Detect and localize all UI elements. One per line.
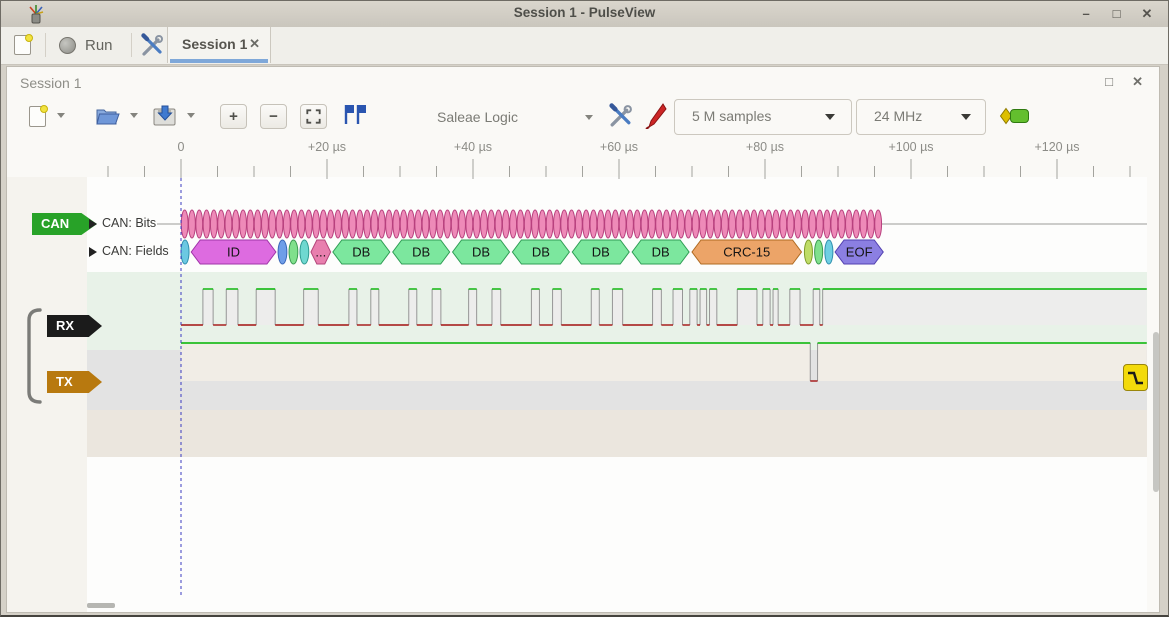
zoom-out-button[interactable]: −	[260, 104, 287, 129]
signal-tag-rx[interactable]: RX	[47, 315, 102, 337]
session-toolbar: + − Saleae Logic	[7, 95, 1159, 137]
decoder-tag-can[interactable]: CAN	[32, 213, 97, 235]
decoder-icon	[999, 107, 1029, 125]
new-session-icon	[14, 34, 33, 55]
decoder-row-label-bits: CAN: Bits	[102, 216, 157, 230]
device-label: Saleae Logic	[437, 109, 518, 125]
device-dropdown-icon	[585, 115, 593, 120]
trace-view: 0 +20 µs +40 µs +60 µs +80 µs +100 µs +120 µs …	[7, 137, 1159, 612]
ruler-label: +80 µs	[745, 140, 785, 154]
main-toolbar: Run Session 1 ✕	[1, 27, 1168, 65]
zoom-in-button[interactable]: +	[220, 104, 247, 129]
run-button[interactable]: Run	[53, 31, 119, 59]
open-button[interactable]	[95, 104, 121, 130]
panel-float-button[interactable]: □	[1105, 74, 1113, 89]
sample-rate-combo[interactable]: 24 MHz	[856, 99, 986, 135]
sample-count-combo[interactable]: 5 M samples	[674, 99, 852, 135]
decoder-row-label-fields: CAN: Fields	[102, 244, 169, 258]
new-view-dropdown-icon[interactable]	[57, 113, 65, 118]
sample-count-dropdown-icon	[825, 114, 835, 120]
ruler-label: +120 µs	[1034, 140, 1080, 154]
expander-icon-fields[interactable]	[89, 247, 97, 257]
save-button[interactable]	[152, 103, 178, 131]
save-dropdown-icon[interactable]	[187, 113, 195, 118]
probe-icon	[645, 103, 667, 130]
save-icon	[153, 105, 176, 126]
ruler-label: +60 µs	[599, 140, 639, 154]
add-decoder-button[interactable]	[999, 106, 1031, 129]
ruler-label: +100 µs	[888, 140, 934, 154]
zoom-fit-button[interactable]	[300, 104, 327, 129]
toolbar-separator	[131, 33, 132, 57]
minimize-button[interactable]: –	[1082, 6, 1090, 21]
tab-session-1[interactable]: Session 1 ✕	[167, 27, 271, 63]
ruler-label: +20 µs	[307, 140, 347, 154]
timeline-ruler[interactable]: 0 +20 µs +40 µs +60 µs +80 µs +100 µs +120 µs	[7, 137, 1159, 177]
rx-band	[87, 350, 1147, 410]
new-view-icon	[29, 105, 48, 127]
ruler-label: +40 µs	[453, 140, 493, 154]
trigger-marker[interactable]	[1123, 364, 1148, 391]
sample-rate-dropdown-icon	[961, 114, 971, 120]
label-gutter	[7, 177, 87, 612]
cursors-flags-icon	[344, 105, 366, 124]
open-dropdown-icon[interactable]	[130, 113, 138, 118]
configure-device-icon	[609, 103, 632, 127]
tx-band	[87, 410, 1147, 457]
falling-edge-icon	[1128, 371, 1143, 385]
panel-title: Session 1	[20, 75, 82, 91]
zoom-fit-icon	[306, 109, 321, 124]
vertical-scrollbar-thumb[interactable]	[1153, 332, 1159, 492]
panel-close-button[interactable]: ✕	[1132, 74, 1143, 89]
tab-close-icon[interactable]: ✕	[249, 36, 260, 51]
channels-button[interactable]	[644, 102, 667, 132]
sample-rate-value: 24 MHz	[874, 108, 923, 124]
signal-tag-tx[interactable]: TX	[47, 371, 102, 393]
ruler-label: 0	[177, 140, 185, 154]
tab-label: Session 1	[182, 36, 248, 52]
close-button[interactable]: ✕	[1141, 6, 1153, 21]
new-view-button[interactable]	[27, 103, 49, 132]
expander-icon-bits[interactable]	[89, 219, 97, 229]
configure-device-button[interactable]	[607, 103, 634, 133]
device-selector[interactable]: Saleae Logic	[437, 109, 597, 125]
maximize-button[interactable]: □	[1112, 6, 1121, 21]
titlebar[interactable]: Session 1 - PulseView – □ ✕	[1, 1, 1168, 28]
sample-count-value: 5 M samples	[692, 108, 772, 124]
run-label: Run	[85, 36, 113, 54]
window-title: Session 1 - PulseView	[513, 5, 656, 20]
settings-button[interactable]	[137, 31, 167, 64]
open-folder-icon	[96, 109, 120, 125]
toolbar-separator	[45, 33, 46, 57]
horizontal-scrollbar-thumb[interactable]	[87, 603, 115, 608]
session-panel: Session 1 □ ✕	[6, 66, 1160, 613]
channel-group-bracket	[27, 308, 42, 404]
decoder-band	[87, 272, 1147, 350]
app-icon	[29, 5, 44, 24]
settings-icon	[141, 33, 163, 56]
new-session-button[interactable]	[10, 31, 36, 62]
run-led-icon	[59, 36, 76, 54]
show-cursors-button[interactable]	[342, 103, 367, 129]
